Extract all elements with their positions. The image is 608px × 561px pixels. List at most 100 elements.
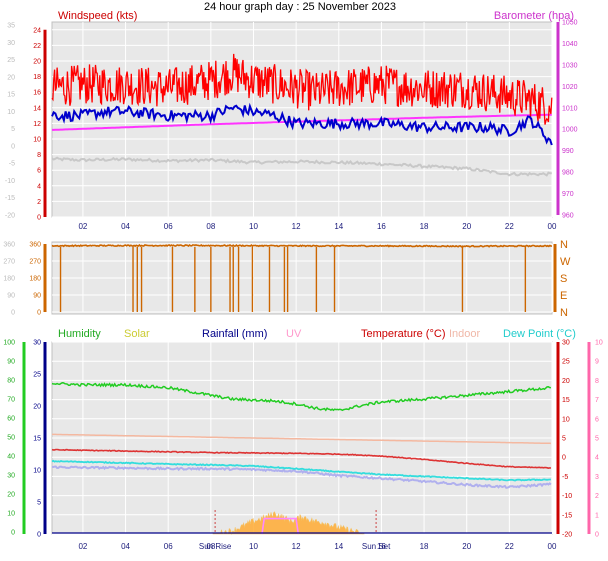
humidity-tick: 0 xyxy=(11,530,15,537)
wind-panel: Windspeed (kts) Barometer (hpa) 02468101… xyxy=(5,10,578,231)
lavender-trace xyxy=(51,465,552,489)
climate-x-tick-labels: Sun Rise Sun Set 02 04 06 08 10 12 14 16 18 20 22 00 xyxy=(78,542,557,551)
series-avg xyxy=(51,102,553,146)
barometer-tick: 960 xyxy=(562,213,574,220)
direction-series xyxy=(51,243,553,312)
x-tick-label: 02 xyxy=(78,542,87,551)
x-tick-label: 20 xyxy=(462,222,471,231)
temperature-tick: -10 xyxy=(562,493,572,500)
windspeed-tick: 4 xyxy=(37,183,41,190)
direction-far-left-tick: 270 xyxy=(3,259,15,266)
wind-far-left-tick: -15 xyxy=(5,195,15,202)
solar-area xyxy=(212,511,365,536)
compass-tick: W xyxy=(560,256,571,268)
humidity-legend: Humidity xyxy=(58,328,101,340)
dewpoint-legend: Dew Point (°C) xyxy=(503,328,576,340)
climate-grid xyxy=(52,341,553,535)
barometer-tick-labels: 960 970 980 990 1000 1010 1020 1030 1040 1050 xyxy=(556,20,578,220)
windspeed-axis-label: Windspeed (kts) xyxy=(58,10,137,22)
x-tick-label: 10 xyxy=(249,542,258,551)
windspeed-tick: 10 xyxy=(33,137,41,144)
x-tick-label: 06 xyxy=(164,222,173,231)
uv-tick: 1 xyxy=(595,512,599,519)
direction-tick: 0 xyxy=(37,310,41,317)
windspeed-tick: 14 xyxy=(33,105,41,112)
compass-tick: N xyxy=(560,307,568,319)
wind-far-left-tick: 25 xyxy=(7,57,15,64)
wind-panel-background xyxy=(52,22,552,217)
windspeed-tick: 22 xyxy=(33,43,41,50)
barometer-tick: 1030 xyxy=(562,62,578,69)
series-gust xyxy=(51,53,553,125)
uv-tick: 6 xyxy=(595,416,599,423)
x-tick-label: 16 xyxy=(377,542,386,551)
temperature-tick: 15 xyxy=(562,397,570,404)
direction-far-left-tick: 180 xyxy=(3,276,15,283)
direction-tick: 90 xyxy=(33,293,41,300)
compass-tick: S xyxy=(560,273,567,285)
direction-far-left-tick-labels: 0 90 180 270 360 xyxy=(3,242,15,317)
uv-tick: 3 xyxy=(595,474,599,481)
series-grey xyxy=(51,156,552,177)
temperature-legend: Temperature (°C) xyxy=(361,328,445,340)
temperature-trace xyxy=(51,448,552,470)
temperature-tick: -5 xyxy=(562,474,568,481)
x-tick-label: 08 xyxy=(206,222,215,231)
x-tick-label: 14 xyxy=(334,542,343,551)
uv-tick-labels: 0 1 2 3 4 5 6 7 8 9 10 xyxy=(587,340,603,539)
direction-tick: 180 xyxy=(29,276,41,283)
temperature-tick: 25 xyxy=(562,359,570,366)
x-tick-label: 00 xyxy=(548,542,557,551)
series-baro xyxy=(52,113,552,131)
direction-tick: 270 xyxy=(29,259,41,266)
windspeed-tick: 18 xyxy=(33,74,41,81)
wind-far-left-tick: 15 xyxy=(7,92,15,99)
x-tick-label: 18 xyxy=(420,222,429,231)
x-tick-label: 16 xyxy=(377,222,386,231)
uv-trace xyxy=(261,517,300,535)
wind-far-left-tick: 35 xyxy=(7,23,15,30)
page-title: 24 hour graph day : 25 November 2023 xyxy=(204,1,396,13)
x-tick-label: 10 xyxy=(249,222,258,231)
windspeed-tick: 0 xyxy=(37,215,41,222)
uv-tick: 5 xyxy=(595,436,599,443)
solar-legend: Solar xyxy=(124,328,150,340)
wind-far-left-tick: 30 xyxy=(7,40,15,47)
barometer-tick: 990 xyxy=(562,148,574,155)
uv-tick: 0 xyxy=(595,532,599,539)
climate-left-tick: 15 xyxy=(33,436,41,443)
windspeed-tick: 16 xyxy=(33,90,41,97)
x-tick-label: 14 xyxy=(334,222,343,231)
climate-left-tick: 10 xyxy=(33,468,41,475)
wind-x-tick-labels: 02 04 06 08 10 12 14 16 18 20 22 00 xyxy=(78,222,557,231)
x-tick-label: 22 xyxy=(505,542,514,551)
uv-tick: 10 xyxy=(595,340,603,347)
climate-left-tick: 5 xyxy=(37,500,41,507)
uv-legend: UV xyxy=(286,328,302,340)
compass-tick: E xyxy=(560,290,567,302)
x-tick-label: 12 xyxy=(292,222,301,231)
windspeed-tick: 24 xyxy=(33,27,41,34)
barometer-tick: 980 xyxy=(562,170,574,177)
x-tick-label: 22 xyxy=(505,222,514,231)
windspeed-tick: 20 xyxy=(33,59,41,66)
climate-left-tick-labels: 0 5 10 15 20 25 30 xyxy=(33,340,47,539)
x-tick-label: 18 xyxy=(420,542,429,551)
humidity-tick: 40 xyxy=(7,454,15,461)
humidity-tick-labels: 0 10 20 30 40 50 60 70 80 90 100 xyxy=(3,340,26,537)
wind-far-left-tick: 20 xyxy=(7,74,15,81)
wind-far-left-tick: 10 xyxy=(7,109,15,116)
windspeed-tick: 8 xyxy=(37,152,41,159)
sun-markers xyxy=(214,510,377,534)
uv-tick: 9 xyxy=(595,359,599,366)
climate-left-tick: 25 xyxy=(33,372,41,379)
uv-tick: 8 xyxy=(595,378,599,385)
x-tick-label: 00 xyxy=(548,222,557,231)
temperature-tick: 0 xyxy=(562,455,566,462)
wind-far-left-tick-labels: -20 -15 -10 -5 0 5 10 15 20 25 30 35 xyxy=(5,23,15,220)
temperature-tick-labels: -20 -15 -10 -5 0 5 10 15 20 25 30 xyxy=(556,340,572,539)
temperature-tick: 30 xyxy=(562,340,570,347)
